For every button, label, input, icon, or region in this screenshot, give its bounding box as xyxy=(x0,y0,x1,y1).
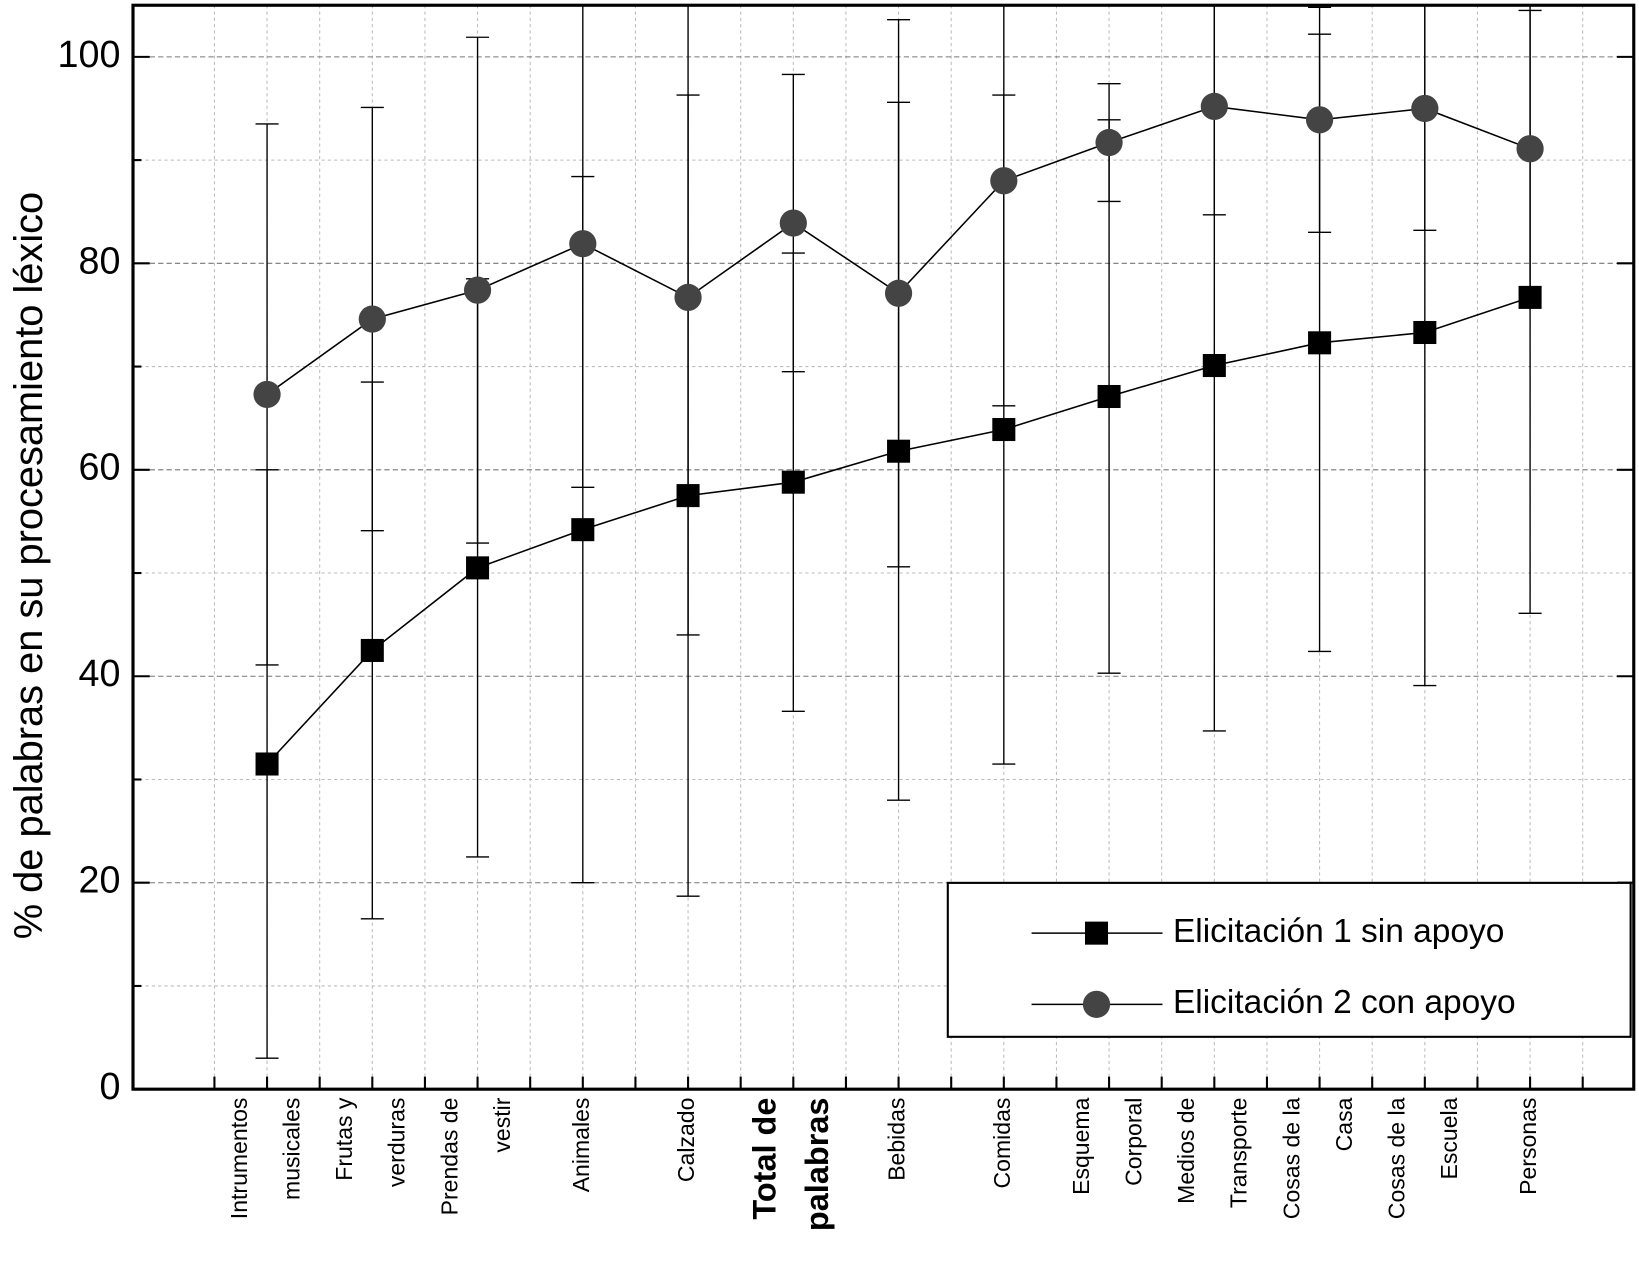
x-tick-label: Corporal xyxy=(1120,1098,1146,1186)
y-tick-label: 80 xyxy=(79,239,121,281)
legend-box xyxy=(946,881,1632,1038)
marker xyxy=(779,209,807,237)
marker xyxy=(569,230,597,258)
marker xyxy=(1305,106,1334,134)
x-tick-label: musicales xyxy=(278,1098,304,1200)
x-tick-label: verduras xyxy=(384,1098,410,1188)
legend-marker xyxy=(1084,921,1109,945)
marker xyxy=(358,305,386,333)
x-tick-label: Transporte xyxy=(1226,1098,1252,1209)
marker xyxy=(571,518,595,542)
y-tick-label: 100 xyxy=(58,33,121,75)
x-tick-label: Comidas xyxy=(989,1098,1015,1189)
marker xyxy=(884,279,913,307)
marker xyxy=(255,752,279,776)
legend-label: Elicitación 2 con apoyo xyxy=(1173,984,1516,1021)
legend-label: Elicitación 1 sin apoyo xyxy=(1173,913,1504,950)
marker xyxy=(1518,285,1542,309)
marker xyxy=(463,276,492,304)
y-tick-label: 40 xyxy=(79,652,121,694)
x-tick-label: Cosas de la xyxy=(1278,1097,1304,1219)
marker xyxy=(1097,384,1121,409)
x-tick-label: Cosas de la xyxy=(1384,1097,1410,1219)
x-tick-label: Medios de xyxy=(1173,1098,1199,1204)
x-tick-label: Bebidas xyxy=(884,1098,910,1181)
marker xyxy=(1308,331,1332,355)
x-tick-label: palabras xyxy=(799,1098,835,1232)
y-tick-label: 0 xyxy=(99,1065,120,1107)
y-tick-label: 60 xyxy=(79,446,121,488)
x-tick-label: Calzado xyxy=(673,1098,699,1183)
x-tick-label: Esquema xyxy=(1068,1097,1094,1194)
marker xyxy=(781,470,805,494)
x-tick-label: vestir xyxy=(489,1097,515,1152)
marker xyxy=(674,283,702,312)
marker xyxy=(1516,135,1544,163)
x-tick-label: Casa xyxy=(1331,1097,1357,1151)
legend-marker xyxy=(1082,990,1111,1018)
marker xyxy=(360,638,384,662)
marker xyxy=(992,418,1016,442)
y-axis-label: % de palabras en su procesamiento léxico xyxy=(7,192,51,939)
plot-area xyxy=(253,5,1544,1059)
x-tick-label: Intrumentos xyxy=(226,1098,252,1220)
y-tick-label: 20 xyxy=(79,859,121,901)
x-tick-label: Total de xyxy=(747,1098,783,1220)
marker xyxy=(1413,320,1437,345)
x-tick-label: Escuela xyxy=(1436,1097,1462,1179)
marker xyxy=(990,167,1018,195)
x-tick-label: Prendas de xyxy=(436,1098,462,1216)
marker xyxy=(1411,94,1439,123)
marker xyxy=(466,556,490,580)
x-tick-label: Frutas y xyxy=(331,1097,357,1181)
plot-frame xyxy=(131,3,1636,1091)
marker xyxy=(1200,92,1228,121)
x-tick-label: Personas xyxy=(1515,1098,1541,1195)
marker xyxy=(1202,354,1226,378)
x-tick-label: Animales xyxy=(568,1098,594,1193)
marker xyxy=(1095,128,1123,157)
marker xyxy=(253,380,281,409)
